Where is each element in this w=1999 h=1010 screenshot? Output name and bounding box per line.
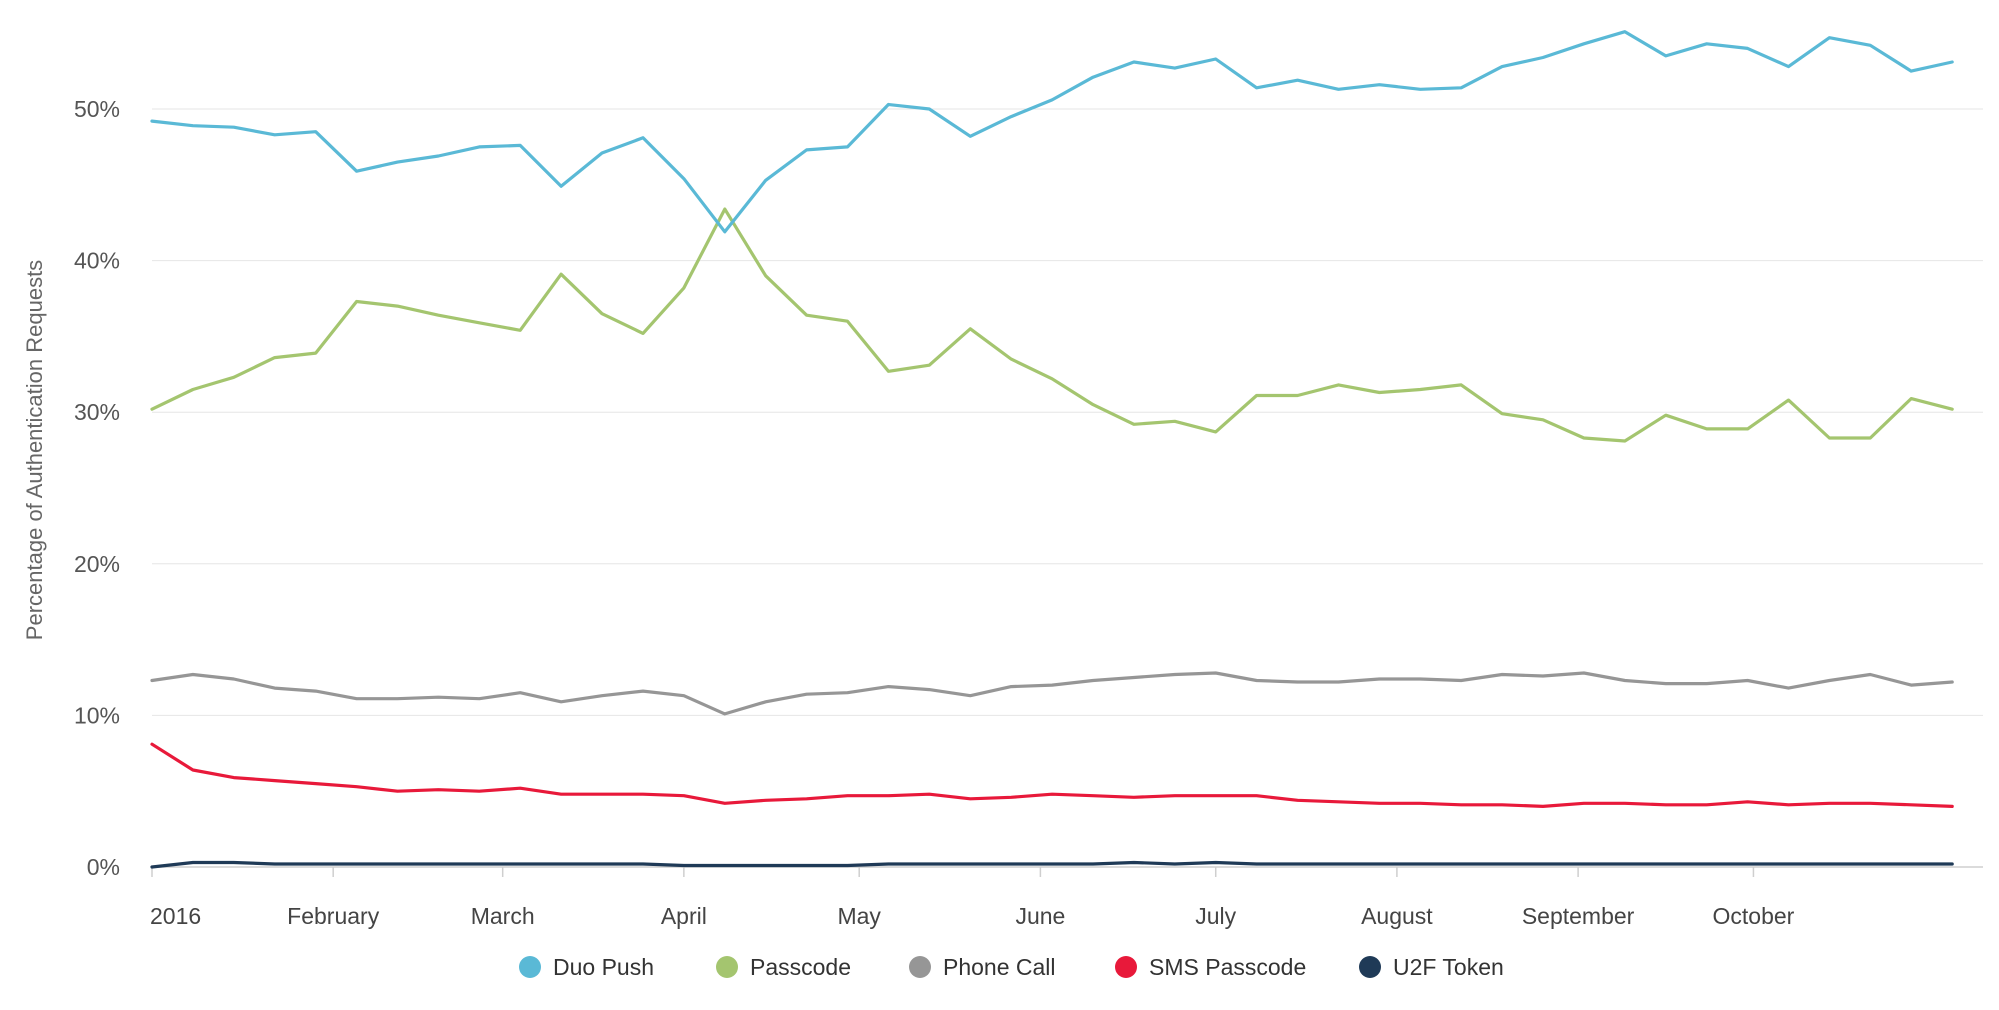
x-tick-label: September bbox=[1522, 903, 1635, 929]
y-axis: 0% 10% 20% 30% 40% 50% bbox=[74, 96, 120, 880]
x-tick-label: July bbox=[1195, 903, 1236, 929]
series-line-u2f-token bbox=[150, 860, 1954, 869]
gridlines bbox=[152, 108, 1983, 868]
x-axis: 2016 February March April May June July August S… bbox=[150, 867, 1795, 929]
series-line-duo-push bbox=[150, 30, 1954, 234]
legend-marker bbox=[1115, 956, 1137, 978]
y-axis-label: Percentage of Authentication Requests bbox=[22, 260, 47, 640]
legend-item[interactable]: Duo Push bbox=[519, 954, 654, 980]
legend-item[interactable]: U2F Token bbox=[1359, 954, 1504, 980]
series-lines bbox=[150, 30, 1954, 869]
legend-label: U2F Token bbox=[1393, 954, 1504, 980]
y-tick-label: 40% bbox=[74, 248, 120, 274]
x-tick-label: March bbox=[471, 903, 535, 929]
x-tick-label: February bbox=[287, 903, 380, 929]
x-tick-label: October bbox=[1713, 903, 1795, 929]
legend-marker bbox=[909, 956, 931, 978]
series-line-passcode bbox=[150, 207, 1954, 443]
y-tick-label: 50% bbox=[74, 96, 120, 122]
legend-item[interactable]: Passcode bbox=[716, 954, 851, 980]
x-tick-label: 2016 bbox=[150, 903, 201, 929]
legend-marker bbox=[519, 956, 541, 978]
y-tick-label: 30% bbox=[74, 399, 120, 425]
legend-label: Phone Call bbox=[943, 954, 1056, 980]
x-tick-label: April bbox=[661, 903, 707, 929]
x-tick-label: June bbox=[1015, 903, 1065, 929]
legend-marker bbox=[716, 956, 738, 978]
legend-label: Passcode bbox=[750, 954, 851, 980]
y-tick-label: 20% bbox=[74, 551, 120, 577]
series-line-phone-call bbox=[150, 671, 1954, 716]
legend-label: Duo Push bbox=[553, 954, 654, 980]
y-tick-label: 10% bbox=[74, 702, 120, 728]
x-tick-label: May bbox=[837, 903, 881, 929]
series-line-sms-passcode bbox=[150, 742, 1954, 809]
legend-marker bbox=[1359, 956, 1381, 978]
legend-item[interactable]: SMS Passcode bbox=[1115, 954, 1306, 980]
legend-item[interactable]: Phone Call bbox=[909, 954, 1056, 980]
y-tick-label: 0% bbox=[87, 854, 120, 880]
legend: Duo Push Passcode Phone Call SMS Passcode U2… bbox=[519, 954, 1504, 980]
legend-label: SMS Passcode bbox=[1149, 954, 1306, 980]
x-tick-label: August bbox=[1361, 903, 1433, 929]
